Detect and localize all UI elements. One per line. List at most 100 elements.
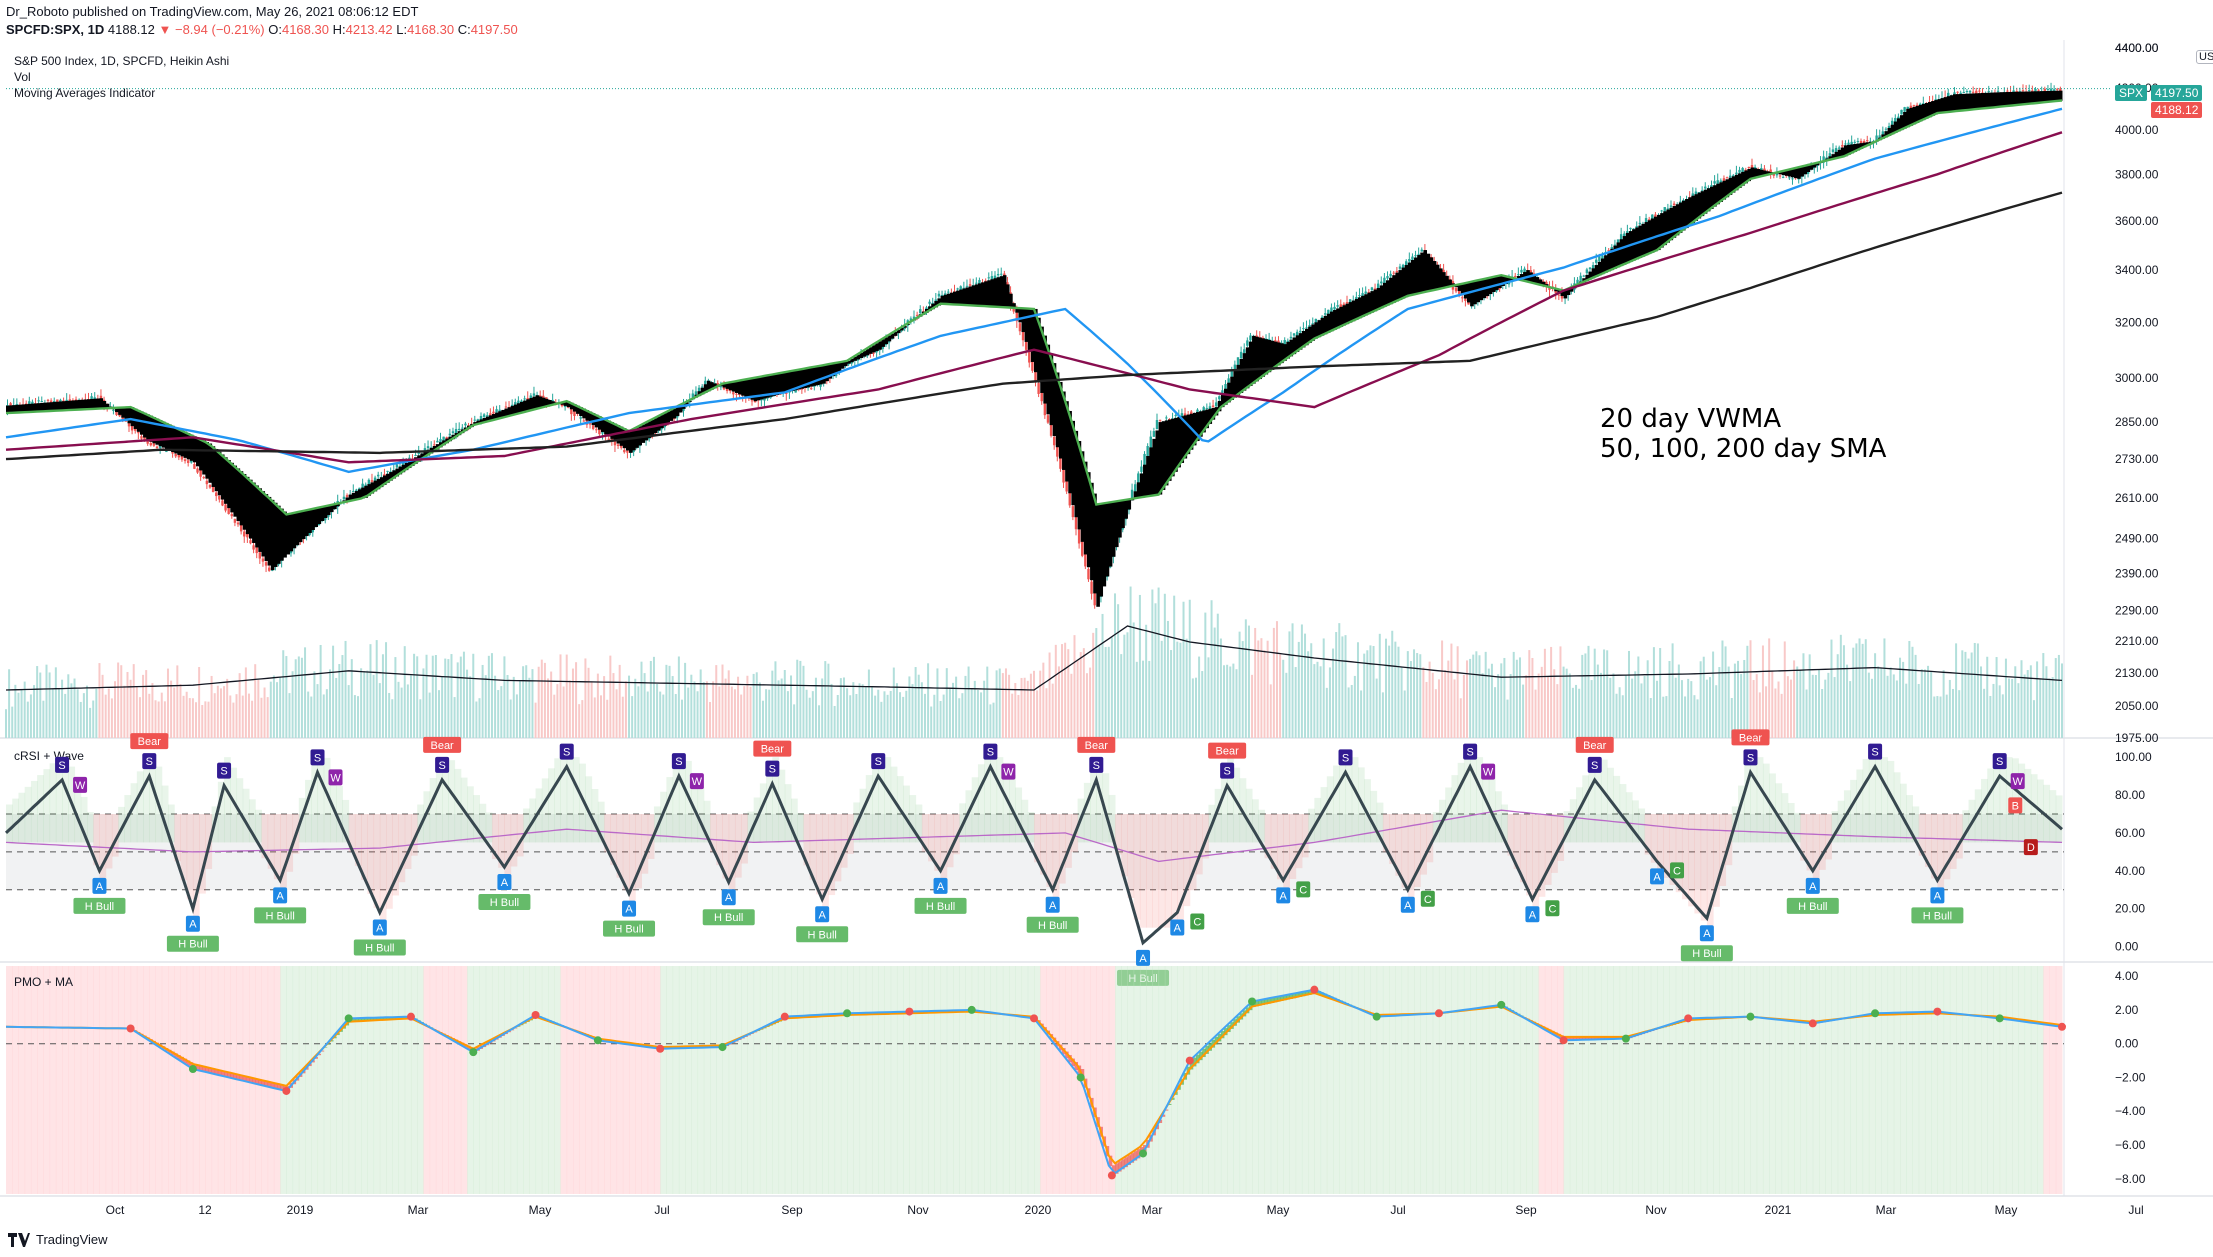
vwma-fill: [541, 397, 546, 408]
volume-bar: [413, 653, 416, 738]
vwma-fill: [787, 371, 792, 392]
volume-bar: [1176, 641, 1179, 738]
vwma-fill: [1952, 94, 1957, 112]
crsi-envelope: [2024, 768, 2032, 843]
vwma-fill: [1473, 281, 1477, 305]
volume-bar: [313, 671, 316, 738]
vwma-fill: [1965, 93, 1970, 111]
pmo-fill: [1261, 999, 1265, 1006]
marker-s: S: [310, 749, 325, 766]
pmo-background: [1457, 966, 1465, 1194]
marker-box: [73, 897, 126, 914]
price-candle: [267, 567, 271, 571]
price-axis-tick: 2050.00: [2115, 699, 2159, 713]
vwma-fill: [516, 403, 521, 414]
volume-bar: [1615, 693, 1618, 738]
volume-bar: [1456, 646, 1459, 738]
crsi-envelope: [884, 757, 892, 843]
vwma-fill: [1276, 342, 1281, 366]
legend-ma[interactable]: Moving Averages Indicator: [14, 86, 156, 100]
volume-bar: [1880, 668, 1883, 738]
marker-h-bull: H Bull: [478, 894, 531, 911]
vwma-fill: [1454, 285, 1459, 288]
volume-bar: [2057, 654, 2060, 738]
vwma-fill: [1298, 333, 1303, 350]
pmo-cross-dot: [1310, 985, 1319, 994]
price-candle: [1383, 277, 1386, 286]
volume-bar: [8, 669, 11, 738]
crsi-envelope: [1843, 790, 1851, 843]
tradingview-footer[interactable]: TradingView: [8, 1232, 108, 1247]
pmo-background: [990, 966, 998, 1194]
marker-box: [914, 897, 967, 914]
pmo-background: [940, 966, 948, 1194]
price-candle: [1174, 415, 1177, 417]
legend-title[interactable]: S&P 500 Index, 1D, SPCFD, Heikin Ashi: [14, 54, 230, 68]
vwma-fill: [893, 331, 898, 336]
volume-bar: [29, 694, 32, 738]
marker-box: [702, 909, 755, 926]
volume-bar: [1132, 622, 1135, 738]
volume-bar: [1948, 679, 1951, 738]
vwma-fill: [1136, 482, 1141, 499]
volume-bar: [1646, 660, 1649, 738]
vwma-fill: [872, 345, 876, 353]
volume-bar: [1659, 648, 1662, 738]
price-candle: [1398, 266, 1402, 269]
vwma-fill: [1781, 171, 1786, 176]
vwma-fill: [1996, 92, 2001, 108]
symbol-tag: SPX: [2115, 85, 2148, 101]
price-candle: [1741, 167, 1744, 173]
crsi-envelope: [1700, 814, 1708, 921]
crsi-envelope: [834, 814, 842, 882]
volume-bar: [1338, 623, 1341, 738]
vwma-fill: [1164, 420, 1169, 486]
price-candle: [252, 545, 255, 550]
crsi-envelope: [1675, 814, 1683, 893]
crsi-envelope: [1034, 814, 1041, 863]
price-candle: [978, 279, 981, 284]
vwma-fill: [828, 364, 833, 379]
volume-bar: [251, 700, 254, 738]
price-candle: [1557, 294, 1561, 296]
pmo-background: [1843, 966, 1851, 1194]
pmo-background: [161, 966, 169, 1194]
volume-bar: [478, 698, 481, 738]
volume-bar: [1634, 671, 1637, 738]
vwma-fill: [981, 282, 985, 306]
price-candle: [1725, 177, 1729, 179]
vwma-fill: [759, 376, 764, 400]
legend-vol[interactable]: Vol: [14, 70, 31, 84]
vwma-fill: [1043, 335, 1047, 404]
crsi-envelope: [93, 814, 100, 866]
volume-bar: [899, 692, 902, 738]
volume-bar: [871, 687, 874, 738]
crsi-envelope: [361, 814, 368, 880]
vwma-fill: [840, 361, 845, 369]
volume-bar: [1905, 683, 1908, 738]
marker-box: [1296, 881, 1311, 898]
vwma-fill: [734, 381, 739, 393]
volume-bar: [1092, 632, 1095, 738]
currency-button[interactable]: USD: [2196, 50, 2213, 64]
vwma-fill: [2058, 90, 2063, 101]
price-candle: [258, 552, 262, 559]
pmo-cross-dot: [1995, 1014, 2004, 1023]
volume-bar: [276, 682, 279, 738]
pmo-background: [386, 966, 393, 1194]
vwma-fill: [373, 480, 378, 492]
pmo-title: PMO + MA: [14, 975, 73, 989]
volume-bar: [438, 690, 441, 738]
vwma-fill: [1180, 416, 1185, 463]
vwma-fill: [513, 404, 518, 415]
volume-bar: [808, 697, 811, 738]
pmo-background: [1600, 966, 1608, 1194]
price-candle: [246, 533, 249, 538]
pmo-background: [996, 966, 1004, 1194]
volume-bar: [1590, 680, 1593, 738]
marker-c: C: [1670, 862, 1685, 879]
price-candle: [1853, 141, 1856, 143]
pmo-background: [759, 966, 767, 1194]
volume-bar: [1450, 643, 1453, 738]
vwma-fill: [1716, 183, 1720, 205]
